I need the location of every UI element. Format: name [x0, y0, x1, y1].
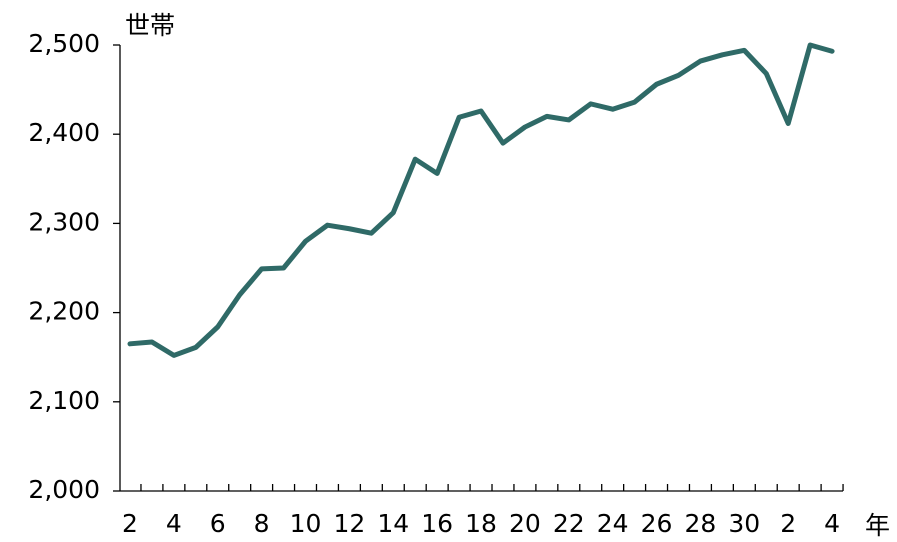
- y-tick-label: 2,100: [28, 386, 100, 415]
- x-tick-label: 8: [254, 509, 270, 538]
- x-tick-label: 12: [333, 509, 365, 538]
- x-tick-label: 6: [210, 509, 226, 538]
- x-tick-label: 4: [166, 509, 182, 538]
- y-tick-label: 2,500: [28, 29, 100, 58]
- x-tick-label: 14: [377, 509, 409, 538]
- data-line: [127, 42, 835, 358]
- y-tick-label: 2,300: [28, 207, 100, 236]
- x-tick-label: 16: [421, 509, 453, 538]
- y-tick-label: 2,200: [28, 297, 100, 326]
- x-tick-label: 28: [685, 509, 717, 538]
- x-tick-label: 30: [728, 509, 760, 538]
- y-tick-label: 2,400: [28, 118, 100, 147]
- x-tick-label: 26: [641, 509, 673, 538]
- x-tick-label: 20: [509, 509, 541, 538]
- x-tick-label: 2: [122, 509, 138, 538]
- x-tick-label: 10: [290, 509, 322, 538]
- x-axis-label: 年: [865, 511, 890, 540]
- x-tick-label: 18: [465, 509, 497, 538]
- x-tick-label: 4: [824, 509, 840, 538]
- y-axis-label: 世帯: [125, 11, 175, 40]
- y-tick-label: 2,000: [28, 475, 100, 504]
- x-tick-label: 24: [597, 509, 629, 538]
- x-tick-label: 22: [553, 509, 585, 538]
- x-tick-label: 2: [780, 509, 796, 538]
